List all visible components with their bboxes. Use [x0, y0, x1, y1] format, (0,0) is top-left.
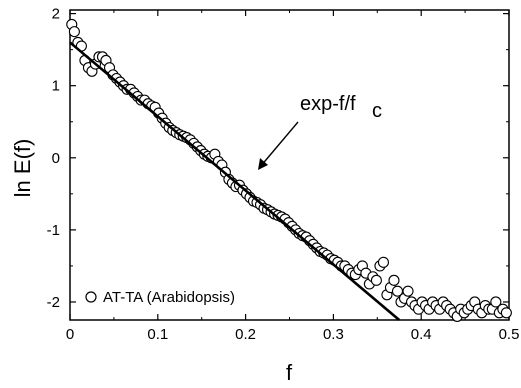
data-point [68, 26, 80, 38]
x-tick-label: 0.4 [411, 326, 432, 343]
annotation-arrowhead [258, 158, 268, 170]
fit-line-group [69, 41, 401, 321]
x-axis-title: f [286, 360, 293, 385]
data-point [388, 274, 400, 286]
data-point [490, 296, 502, 308]
annotation-subscript: c [372, 100, 382, 122]
y-tick-label: -2 [47, 294, 60, 311]
legend: AT-TA (Arabidopsis) [85, 289, 235, 306]
y-tick-label: -1 [47, 222, 60, 239]
y-tick-label: 0 [52, 150, 60, 167]
annotation-text: exp-f/f [300, 93, 356, 115]
fit-line [69, 41, 401, 321]
y-axis-ticks: 2 1 0 -1 -2 [47, 6, 509, 311]
x-tick-label: 0 [66, 326, 74, 343]
x-tick-label: 0.1 [147, 326, 168, 343]
x-axis-ticks: 0 0.1 0.2 0.3 0.4 0.5 [66, 10, 520, 343]
data-point [370, 274, 382, 286]
y-axis-title: ln E(f) [10, 139, 35, 198]
annotation: exp-f/f c [258, 93, 382, 170]
x-tick-label: 0.2 [235, 326, 256, 343]
y-tick-label: 1 [52, 78, 60, 95]
plot-frame [69, 9, 510, 321]
legend-label: AT-TA (Arabidopsis) [103, 289, 235, 306]
x-tick-label: 0.5 [499, 326, 520, 343]
legend-marker [85, 291, 97, 303]
data-point [377, 256, 389, 268]
data-points [66, 18, 512, 322]
y-tick-label: 2 [52, 6, 60, 23]
data-point [500, 307, 512, 319]
plot-border [69, 9, 510, 321]
x-tick-label: 0.3 [323, 326, 344, 343]
data-point [402, 285, 414, 297]
annotation-arrow [259, 121, 299, 168]
